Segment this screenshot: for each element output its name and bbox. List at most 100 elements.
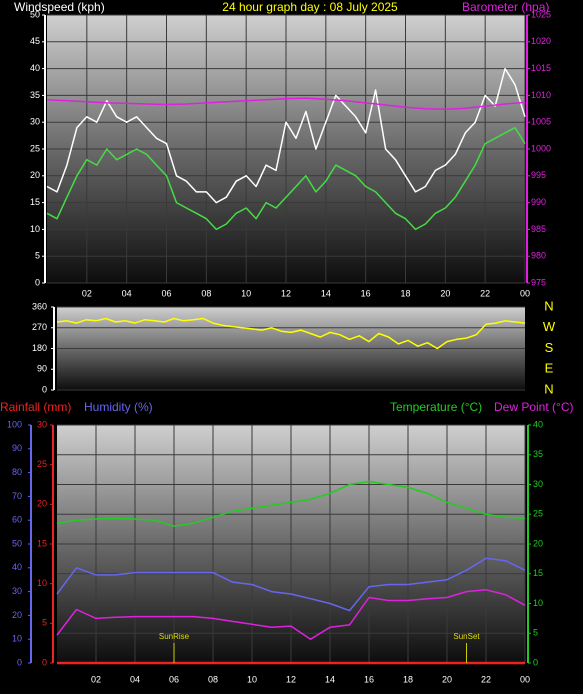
y-tick-label: 35 [30, 90, 40, 100]
series-line [56, 557, 526, 612]
y-tick-label: 90 [12, 443, 22, 453]
x-tick-label: 16 [361, 288, 371, 298]
y-tick-label: 40 [533, 419, 543, 429]
x-tick-label: 12 [286, 674, 296, 684]
series-line [56, 480, 526, 527]
y-tick-label: 360 [32, 301, 47, 311]
chart-title: 24 hour graph day : 08 July 2025 [222, 0, 398, 14]
y-tick-label: 50 [12, 538, 22, 548]
y-tick-label: 0 [42, 384, 47, 394]
x-tick-label: 06 [169, 674, 179, 684]
y-tick-label: 20 [37, 499, 47, 509]
y-tick-label: 25 [37, 459, 47, 469]
y-tick-label: 5 [35, 251, 40, 261]
y-tick-label: 25 [533, 509, 543, 519]
y-tick-label: 180 [32, 343, 47, 353]
y-tick-label: 980 [531, 251, 546, 261]
y-tick-label: W [543, 319, 556, 334]
series-line [56, 589, 526, 640]
x-tick-label: 10 [247, 674, 257, 684]
series-line [46, 97, 526, 111]
y-tick-label: 100 [7, 419, 22, 429]
y-tick-label: 975 [531, 277, 546, 287]
x-tick-label: 04 [122, 288, 132, 298]
axis-title: Barometer (hpa) [462, 0, 549, 14]
y-tick-label: 25 [30, 143, 40, 153]
legend-label: Dew Point (°C) [494, 400, 573, 414]
x-tick-label: 22 [480, 288, 490, 298]
x-tick-label: 18 [400, 288, 410, 298]
x-tick-label: 22 [481, 674, 491, 684]
x-tick-label: 08 [201, 288, 211, 298]
x-tick-label: 02 [91, 674, 101, 684]
annotation: SunSet [453, 632, 480, 641]
x-tick-label: 20 [442, 674, 452, 684]
y-tick-label: 995 [531, 170, 546, 180]
y-tick-label: 30 [12, 586, 22, 596]
y-tick-label: 5 [533, 628, 538, 638]
y-tick-label: 40 [12, 562, 22, 572]
y-tick-label: 990 [531, 197, 546, 207]
y-tick-label: 15 [30, 197, 40, 207]
y-tick-label: 10 [533, 598, 543, 608]
x-tick-label: 02 [82, 288, 92, 298]
y-tick-label: 40 [30, 63, 40, 73]
series-line [46, 67, 526, 204]
y-tick-label: 15 [37, 538, 47, 548]
y-tick-label: 30 [30, 117, 40, 127]
y-tick-label: 20 [533, 538, 543, 548]
x-tick-label: 10 [241, 288, 251, 298]
y-tick-label: E [545, 361, 554, 376]
y-tick-label: 1010 [531, 90, 551, 100]
legend-label: Humidity (%) [84, 400, 153, 414]
y-tick-label: 1005 [531, 117, 551, 127]
y-tick-label: 50 [30, 9, 40, 19]
y-tick-label: 90 [37, 364, 47, 374]
y-tick-label: 20 [12, 610, 22, 620]
y-tick-label: 35 [533, 449, 543, 459]
x-tick-label: 16 [364, 674, 374, 684]
y-tick-label: 60 [12, 515, 22, 525]
y-tick-label: 70 [12, 491, 22, 501]
y-tick-label: 30 [37, 419, 47, 429]
axis-title: Windspeed (kph) [14, 0, 105, 14]
y-tick-label: 0 [17, 657, 22, 667]
y-tick-label: 10 [37, 578, 47, 588]
y-tick-label: 20 [30, 170, 40, 180]
series-line [56, 317, 526, 350]
y-tick-label: 0 [42, 657, 47, 667]
x-tick-label: 00 [520, 674, 530, 684]
y-tick-label: 1015 [531, 63, 551, 73]
x-tick-label: 14 [325, 674, 335, 684]
x-tick-label: 08 [208, 674, 218, 684]
y-tick-label: 0 [35, 277, 40, 287]
y-tick-label: 10 [30, 224, 40, 234]
legend-label: Temperature (°C) [390, 400, 482, 414]
y-tick-label: 45 [30, 36, 40, 46]
y-tick-label: 30 [533, 479, 543, 489]
x-tick-label: 00 [520, 288, 530, 298]
y-tick-label: N [544, 381, 553, 396]
series-line [46, 126, 526, 231]
y-tick-label: 10 [12, 634, 22, 644]
x-tick-label: 18 [403, 674, 413, 684]
y-tick-label: 270 [32, 322, 47, 332]
legend-label: Rainfall (mm) [0, 400, 71, 414]
y-tick-label: 5 [42, 618, 47, 628]
y-tick-label: N [544, 298, 553, 313]
x-tick-label: 12 [281, 288, 291, 298]
y-tick-label: 80 [12, 467, 22, 477]
y-tick-label: 0 [533, 657, 538, 667]
y-tick-label: S [545, 340, 554, 355]
y-tick-label: 1000 [531, 143, 551, 153]
x-tick-label: 14 [321, 288, 331, 298]
y-tick-label: 1025 [531, 9, 551, 19]
annotation: SunRise [159, 632, 190, 641]
y-tick-label: 1020 [531, 36, 551, 46]
x-tick-label: 04 [130, 674, 140, 684]
x-tick-label: 20 [440, 288, 450, 298]
x-tick-label: 06 [161, 288, 171, 298]
y-tick-label: 985 [531, 224, 546, 234]
y-tick-label: 15 [533, 568, 543, 578]
